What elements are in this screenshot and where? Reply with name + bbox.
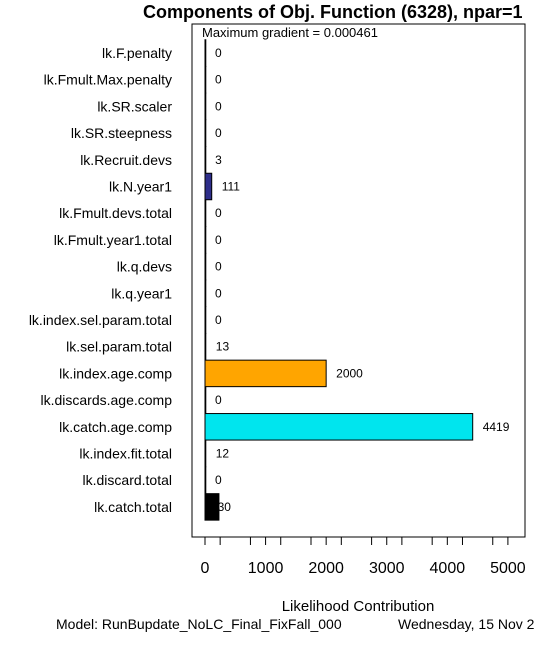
- value-label: 13: [216, 340, 230, 354]
- category-label: lk.Fmult.year1.total: [54, 232, 172, 248]
- value-label: 0: [215, 99, 222, 113]
- bar-lk-catch-age-comp: [204, 413, 474, 441]
- bar-lk-index-sel-param-total: [204, 306, 207, 334]
- bar-lk-index-age-comp: [204, 359, 327, 388]
- x-axis: 0 1000 2000 3000 4000 5000: [201, 537, 526, 577]
- category-label: lk.sel.param.total: [66, 339, 172, 355]
- value-label: 0: [215, 393, 222, 407]
- x-tick-label: 5000: [490, 560, 526, 577]
- plot-area-frame: [191, 23, 526, 538]
- category-label: lk.SR.steepness: [71, 125, 172, 141]
- x-tick-label: 4000: [430, 560, 466, 577]
- bar-lk-sr-steepness: [204, 119, 207, 147]
- bar-lk-fmult-year1-total: [204, 226, 207, 254]
- category-label: lk.Fmult.Max.penalty: [44, 72, 172, 88]
- category-label: lk.N.year1: [109, 179, 172, 195]
- value-label: 12: [216, 447, 230, 461]
- category-label: lk.index.age.comp: [59, 365, 172, 381]
- bar-lk-q-year1: [204, 279, 207, 308]
- category-label: lk.SR.scaler: [97, 98, 172, 114]
- bar-lk-catch-total: [204, 493, 220, 521]
- chart-subtitle: Maximum gradient = 0.000461: [202, 25, 378, 40]
- bar-lk-fmult-devs-total: [204, 199, 207, 227]
- bar-lk-f-penalty: [204, 39, 207, 67]
- x-axis-label: Likelihood Contribution: [282, 598, 435, 615]
- value-label: 0: [215, 46, 222, 60]
- value-label: 0: [215, 473, 222, 487]
- category-label: lk.q.year1: [111, 285, 172, 301]
- value-label: 230: [211, 500, 231, 514]
- bars-group: [204, 39, 474, 521]
- value-label: 0: [215, 206, 222, 220]
- value-label: 0: [215, 73, 222, 87]
- x-tick-label: 1000: [248, 560, 284, 577]
- x-tick-label: 0: [201, 560, 210, 577]
- value-label: 0: [215, 126, 222, 140]
- value-label: 3: [215, 153, 222, 167]
- bar-lk-discards-age-comp: [204, 386, 207, 414]
- category-label: lk.discards.age.comp: [40, 392, 172, 408]
- category-label: lk.Recruit.devs: [80, 152, 172, 168]
- category-label: lk.index.fit.total: [79, 446, 172, 462]
- value-label: 0: [215, 313, 222, 327]
- category-label: lk.q.devs: [117, 259, 172, 275]
- bar-lk-sel-param-total: [204, 332, 207, 361]
- value-label: 2000: [336, 366, 363, 380]
- category-label: lk.Fmult.devs.total: [59, 205, 172, 221]
- bar-lk-fmult-max-penalty: [204, 65, 207, 94]
- category-label: lk.catch.age.comp: [59, 419, 172, 435]
- category-label: lk.index.sel.param.total: [29, 312, 172, 328]
- value-label: 0: [215, 286, 222, 300]
- bar-lk-index-fit-total: [204, 439, 207, 468]
- value-label: 0: [215, 233, 222, 247]
- bar-lk-sr-scaler: [204, 92, 207, 121]
- category-label: lk.catch.total: [94, 499, 172, 515]
- footer-model-name: Model: RunBupdate_NoLC_Final_FixFall_000: [56, 616, 342, 632]
- bar-lk-q-devs: [204, 252, 207, 281]
- x-tick-label: 2000: [308, 560, 344, 577]
- bar-lk-recruit-devs: [204, 146, 207, 174]
- value-label: 0: [215, 260, 222, 274]
- category-label: lk.discard.total: [83, 472, 172, 488]
- value-label: 111: [222, 180, 241, 194]
- chart-title: Components of Obj. Function (6328), npar…: [143, 2, 523, 22]
- footer-date: Wednesday, 15 Nov 2: [398, 616, 535, 632]
- bar-lk-discard-total: [204, 466, 207, 494]
- category-labels-group: lk.F.penalty lk.Fmult.Max.penalty lk.SR.sc…: [29, 45, 173, 515]
- x-tick-label: 3000: [369, 560, 405, 577]
- bar-lk-n-year1: [204, 172, 213, 201]
- value-label: 4419: [483, 420, 510, 434]
- category-label: lk.F.penalty: [102, 45, 172, 61]
